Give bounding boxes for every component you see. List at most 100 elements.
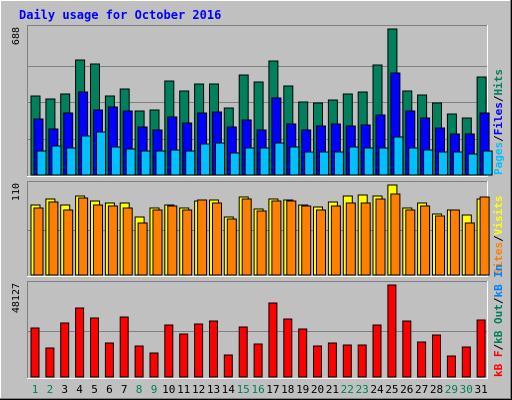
bar-pages [140,150,151,176]
bar-sites [390,193,401,276]
bar-pages [170,149,181,176]
bar-pages [259,147,270,176]
x-label: 25 [385,383,398,396]
bar-kb-f [402,320,412,378]
bar-kb-f [179,333,189,378]
bar-kb-f [372,324,382,378]
x-label: 6 [106,383,113,396]
bar-pages [200,143,211,176]
x-label: 9 [151,383,158,396]
legend-separator: / [492,95,505,102]
bar-sites [449,209,460,276]
bar-pages [96,131,106,176]
legend-sites: Sites [492,242,505,275]
legend-kbin: kB In [492,264,505,297]
bar-kb-f [432,334,441,378]
bar-sites [78,197,89,276]
bar-pages [304,151,315,176]
x-label: 1 [32,383,39,396]
bar-kb-f [45,347,55,378]
legend-visits: Visits [492,196,505,236]
x-label: 18 [281,383,294,396]
y-max-label: 48127 [11,283,22,313]
bar-sites [152,209,163,276]
bar-kb-f [387,284,397,378]
x-label: 29 [445,383,458,396]
bar-kb-f [30,327,40,378]
bar-kb-f [268,302,278,378]
bar-pages [229,152,240,176]
bar-sites [420,205,431,276]
bar-pages [348,146,359,176]
x-label: 20 [311,383,324,396]
bar-kb-f [476,319,486,378]
bar-sites [345,202,356,276]
legend-separator: / [492,135,505,142]
x-label: 16 [251,383,264,396]
bar-kb-f [298,328,308,378]
bar-kb-f [209,320,218,378]
x-label: 22 [341,383,354,396]
x-label: 27 [415,383,428,396]
bar-pages [155,150,166,176]
x-label: 28 [430,383,443,396]
x-label: 5 [91,383,98,396]
bar-sites [405,209,416,276]
x-label: 24 [370,383,384,396]
bar-sites [435,215,445,276]
bar-pages [423,149,434,176]
bar-kb-f [104,342,114,378]
bar-sites [271,200,282,276]
bar-pages [438,151,448,176]
x-label: 15 [237,383,250,396]
legend-separator: / [492,297,505,304]
legend-hits: Hits [492,69,505,96]
legend: Pages/Files/Hits [492,69,505,175]
bar-kb-f [327,342,337,378]
bar-sites [360,202,371,276]
bar-kb-f [60,322,70,378]
bar-sites [301,205,312,276]
bar-pages [333,151,344,176]
bar-sites [286,200,297,276]
bar-pages [467,153,478,176]
bar-pages [185,150,196,176]
legend-separator: / [492,235,505,242]
bar-sites [107,205,118,276]
x-label: 3 [61,383,68,396]
bar-sites [137,222,148,276]
bar-kb-f [194,323,204,378]
bar-kb-f [357,344,367,378]
x-axis-day-labels: 1 2 3 4 5 6 7 8 9 10 11 12 13 14 15 16 17 18 19 20 21 22 23 24 2… [32,383,488,396]
bar-sites [63,209,74,276]
x-label: 8 [136,383,143,396]
bar-kb-f [446,355,456,378]
legend-kbf: kB F [492,351,505,378]
bar-kb-f [75,307,85,378]
x-label: 21 [326,383,339,396]
bar-pages [125,148,136,176]
legend-files: Files [492,102,505,135]
bar-kb-f [283,318,293,378]
bar-sites [256,210,267,276]
legend-separator: / [492,344,505,351]
bar-kb-f [253,343,263,378]
bar-pages [363,147,374,176]
bar-sites [33,207,44,276]
x-label: 12 [192,383,205,396]
legend-kbout: kB Out [492,304,505,344]
legend: Sites/Visits [492,196,505,276]
chart-panels: 688Pages/Files/Hits110Sites/Visits48127k… [11,25,505,379]
bar-sites [241,198,252,276]
bar-pages [274,142,285,176]
bar-pages [378,147,389,176]
bar-pages [110,146,121,176]
x-label: 14 [222,383,236,396]
x-label: 30 [460,383,473,396]
bar-sites [479,196,490,276]
legend: kB F/kB Out/kB In [492,264,505,377]
bar-sites [122,207,133,276]
bar-sites [375,198,386,276]
